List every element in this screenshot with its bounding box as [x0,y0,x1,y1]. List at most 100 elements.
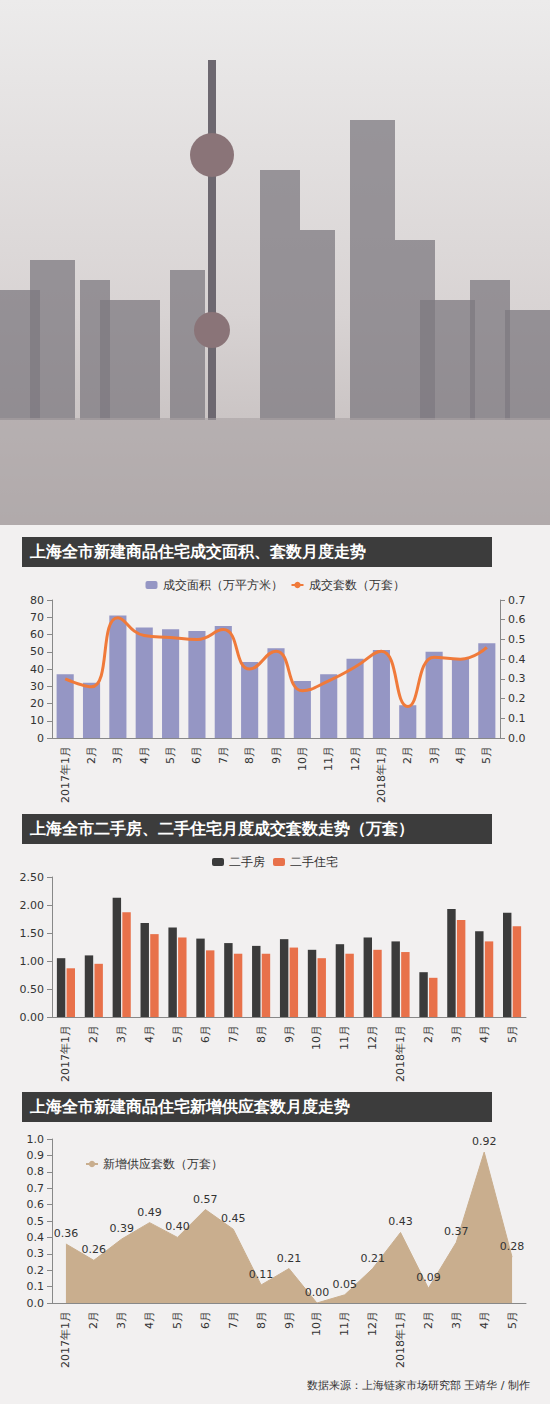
svg-text:4月: 4月 [478,1025,491,1043]
svg-text:3月: 3月 [450,1311,463,1329]
svg-text:60: 60 [30,628,44,641]
svg-text:7月: 7月 [227,1311,240,1329]
svg-text:2017年1月: 2017年1月 [59,746,72,803]
svg-text:4月: 4月 [143,1311,156,1329]
svg-text:10: 10 [30,714,44,727]
svg-text:新增供应套数（万套）: 新增供应套数（万套） [103,1157,223,1171]
svg-text:0.00: 0.00 [305,1286,330,1299]
svg-text:1.50: 1.50 [20,927,45,940]
svg-text:0.40: 0.40 [165,1220,190,1233]
svg-text:5月: 5月 [480,746,493,764]
svg-text:0.2: 0.2 [508,692,526,705]
svg-text:0.21: 0.21 [277,1252,302,1265]
svg-text:6月: 6月 [199,1311,212,1329]
svg-text:0.09: 0.09 [416,1271,441,1284]
svg-text:0.00: 0.00 [20,1011,45,1024]
svg-text:0.1: 0.1 [27,1280,45,1293]
svg-text:10月: 10月 [296,746,309,771]
svg-text:0.26: 0.26 [82,1243,107,1256]
svg-text:0.6: 0.6 [508,613,526,626]
svg-text:0.49: 0.49 [137,1206,162,1219]
svg-text:0.6: 0.6 [27,1198,45,1211]
svg-text:0.50: 0.50 [20,983,45,996]
svg-text:4月: 4月 [478,1311,491,1329]
svg-text:9月: 9月 [270,746,283,764]
svg-text:8月: 8月 [243,746,256,764]
svg-text:5月: 5月 [171,1311,184,1329]
svg-text:2017年1月: 2017年1月 [59,1311,72,1368]
svg-text:12月: 12月 [366,1025,379,1050]
svg-text:0.28: 0.28 [500,1240,525,1253]
svg-text:2月: 2月 [422,1311,435,1329]
svg-text:3月: 3月 [115,1311,128,1329]
svg-text:0.92: 0.92 [472,1135,497,1148]
svg-text:0.9: 0.9 [27,1149,45,1162]
svg-text:3月: 3月 [428,746,441,764]
svg-text:2.00: 2.00 [20,899,45,912]
svg-text:2月: 2月 [87,1025,100,1043]
svg-text:2月: 2月 [85,746,98,764]
svg-text:12月: 12月 [366,1311,379,1336]
svg-text:5月: 5月 [506,1311,519,1329]
svg-text:0.0: 0.0 [508,732,526,745]
svg-text:7月: 7月 [217,746,230,764]
svg-text:8月: 8月 [255,1311,268,1329]
svg-text:11月: 11月 [338,1311,351,1336]
svg-text:4月: 4月 [138,746,151,764]
svg-text:1.00: 1.00 [20,955,45,968]
svg-text:0.57: 0.57 [193,1193,218,1206]
svg-text:12月: 12月 [349,746,362,771]
svg-text:20: 20 [30,697,44,710]
svg-text:6月: 6月 [190,746,203,764]
svg-text:50: 50 [30,645,44,658]
svg-text:3月: 3月 [450,1025,463,1043]
svg-text:10月: 10月 [310,1025,323,1050]
svg-text:3月: 3月 [111,746,124,764]
svg-text:0.05: 0.05 [333,1278,358,1291]
svg-text:8月: 8月 [255,1025,268,1043]
svg-text:40: 40 [30,663,44,676]
svg-text:2018年1月: 2018年1月 [375,746,388,803]
svg-text:成交面积（万平方米）: 成交面积（万平方米） [163,578,283,592]
svg-text:2018年1月: 2018年1月 [394,1311,407,1368]
svg-text:1.0: 1.0 [27,1133,45,1146]
svg-text:2.50: 2.50 [20,871,45,884]
svg-text:2月: 2月 [401,746,414,764]
svg-text:4月: 4月 [143,1025,156,1043]
svg-text:80: 80 [30,594,44,607]
svg-text:2月: 2月 [422,1025,435,1043]
svg-text:2018年1月: 2018年1月 [394,1025,407,1082]
svg-text:0.39: 0.39 [109,1222,134,1235]
svg-text:7月: 7月 [227,1025,240,1043]
svg-text:11月: 11月 [322,746,335,771]
svg-text:0.7: 0.7 [27,1182,45,1195]
svg-text:0: 0 [37,732,44,745]
svg-text:5月: 5月 [506,1025,519,1043]
svg-text:0.3: 0.3 [27,1247,45,1260]
svg-text:3月: 3月 [115,1025,128,1043]
svg-text:0.0: 0.0 [27,1297,45,1310]
svg-text:2017年1月: 2017年1月 [59,1025,72,1082]
svg-text:9月: 9月 [283,1311,296,1329]
svg-text:0.1: 0.1 [508,712,526,725]
svg-text:6月: 6月 [199,1025,212,1043]
svg-text:5月: 5月 [171,1025,184,1043]
svg-text:4月: 4月 [454,746,467,764]
svg-text:二手住宅: 二手住宅 [290,855,338,869]
svg-text:二手房: 二手房 [229,855,265,869]
svg-text:0.36: 0.36 [54,1227,79,1240]
svg-text:0.45: 0.45 [221,1212,246,1225]
svg-text:0.5: 0.5 [508,633,526,646]
svg-text:11月: 11月 [338,1025,351,1050]
svg-text:0.4: 0.4 [508,653,526,666]
svg-text:9月: 9月 [283,1025,296,1043]
svg-text:0.7: 0.7 [508,594,526,607]
svg-text:0.5: 0.5 [27,1215,45,1228]
svg-text:10月: 10月 [310,1311,323,1336]
svg-text:0.8: 0.8 [27,1165,45,1178]
svg-text:70: 70 [30,611,44,624]
svg-text:0.4: 0.4 [27,1231,45,1244]
svg-text:0.37: 0.37 [444,1225,469,1238]
svg-text:5月: 5月 [164,746,177,764]
svg-text:0.3: 0.3 [508,672,526,685]
